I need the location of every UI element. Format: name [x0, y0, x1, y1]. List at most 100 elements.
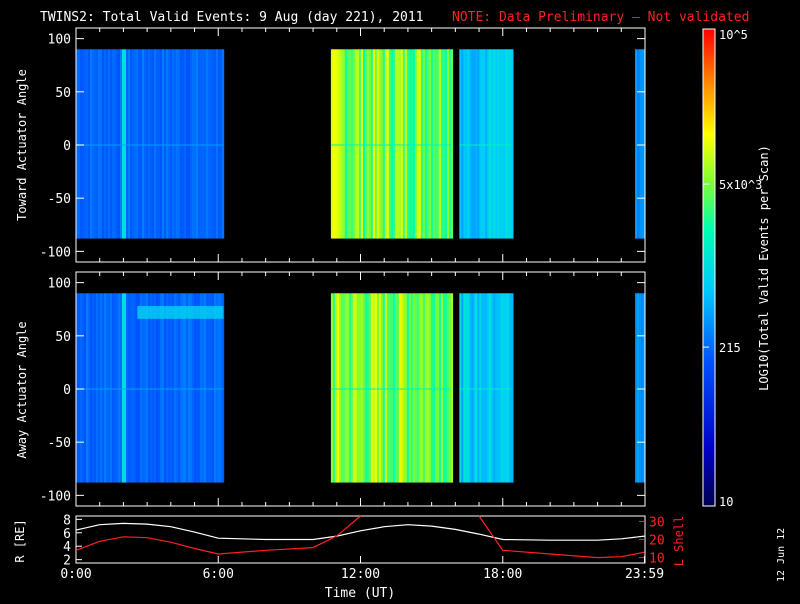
radius-line	[75, 522, 645, 541]
heatmap-column	[420, 49, 424, 239]
heatmap-column	[152, 293, 155, 483]
heatmap-column	[200, 49, 203, 239]
heatmap-column	[400, 49, 404, 239]
heatmap-column	[132, 49, 135, 239]
heatmap-column	[438, 293, 442, 483]
heatmap-column	[483, 49, 486, 239]
heatmap-column	[94, 49, 97, 239]
heatmap-column	[166, 49, 169, 239]
heatmap-column	[192, 293, 195, 483]
heatmap-column	[342, 293, 346, 483]
heatmap-column	[406, 293, 410, 483]
heatmap-column	[164, 293, 167, 483]
heatmap-column	[166, 293, 169, 483]
heatmap-column	[499, 49, 502, 239]
heatmap-column	[459, 49, 462, 239]
heatmap-column	[356, 293, 360, 483]
heatmap-column	[106, 293, 109, 483]
heatmap-column	[448, 49, 452, 239]
heatmap-column	[440, 49, 444, 239]
heatmap-column	[100, 49, 103, 239]
heatmap-column	[509, 293, 512, 483]
heatmap-column	[188, 293, 191, 483]
heatmap-column	[374, 293, 378, 483]
orbit-frame	[75, 515, 646, 564]
heatmap-column	[172, 293, 175, 483]
colorbar-tick-label: 215	[719, 341, 741, 355]
heatmap-column	[471, 293, 474, 483]
heatmap-column	[495, 293, 498, 483]
heatmap-column	[134, 293, 137, 483]
heatmap-column	[92, 293, 95, 483]
time-xlabel: Time (UT)	[325, 586, 395, 600]
heatmap-column	[178, 49, 181, 239]
colorbar-tick-label: 10	[719, 495, 733, 509]
heatmap-column	[487, 49, 490, 239]
heatmap-column	[434, 49, 438, 239]
heatmap-column	[198, 49, 201, 239]
heatmap-column	[336, 49, 340, 239]
heatmap-column	[372, 293, 376, 483]
colorbar-gradient	[702, 28, 716, 507]
away-angle-panel: 100 50 0 -50 -100	[40, 271, 646, 507]
heatmap-column	[497, 49, 500, 239]
heatmap-column	[364, 293, 368, 483]
heatmap-column	[98, 293, 101, 483]
heatmap-column	[392, 49, 396, 239]
heatmap-column	[360, 293, 364, 483]
heatmap-column	[344, 49, 348, 239]
heatmap-column	[220, 293, 223, 483]
heatmap-column	[479, 49, 482, 239]
heatmap-column	[392, 293, 396, 483]
heatmap-column	[511, 49, 514, 239]
heatmap-column	[348, 49, 352, 239]
zero-angle-band	[459, 388, 512, 390]
heatmap-column	[136, 49, 139, 239]
heatmap-column	[388, 293, 392, 483]
heatmap-column	[473, 293, 476, 483]
heatmap-column	[176, 49, 179, 239]
heatmap-column	[430, 293, 434, 483]
lshell-ylabel: L Shell	[672, 516, 686, 567]
heatmap-column	[641, 293, 644, 483]
heatmap-column	[360, 49, 364, 239]
left-y-tick-label: 6	[63, 527, 71, 542]
heatmap-column	[368, 293, 372, 483]
heatmap-column	[140, 293, 143, 483]
data-block	[76, 49, 225, 239]
right-y-tick-label: 10	[649, 552, 665, 567]
heatmap-column	[94, 293, 97, 483]
heatmap-column	[440, 293, 444, 483]
heatmap-column	[102, 293, 105, 483]
heatmap-column	[432, 293, 436, 483]
zero-angle-band	[330, 388, 452, 390]
heatmap-column	[412, 49, 416, 239]
heatmap-column	[505, 49, 508, 239]
heatmap-column	[168, 293, 171, 483]
heatmap-column	[635, 293, 638, 483]
colorbar-ticks: 10 215 5x10^3 10^5	[703, 28, 762, 509]
heatmap-column	[501, 293, 504, 483]
heatmap-column	[206, 49, 209, 239]
heatmap-column	[446, 49, 450, 239]
heatmap-column	[90, 49, 93, 239]
heatmap-column	[418, 293, 422, 483]
heatmap-column	[356, 49, 360, 239]
heatmap-column	[469, 49, 472, 239]
heatmap-column	[160, 49, 163, 239]
heatmap-column	[382, 293, 386, 483]
upper-angle-band	[137, 306, 224, 319]
heatmap-column	[332, 293, 336, 483]
heatmap-column	[180, 293, 183, 483]
preliminary-note: NOTE: Data Preliminary — Not validated	[452, 10, 749, 25]
heatmap-column	[446, 293, 450, 483]
colorbar-label: LOG10(Total Valid Events per Scan)	[757, 145, 771, 391]
heatmap-column	[432, 49, 436, 239]
heatmap-column	[511, 293, 514, 483]
heatmap-column	[82, 293, 85, 483]
heatmap-column	[406, 49, 410, 239]
heatmap-column	[404, 49, 408, 239]
right-y-tick-label: 30	[649, 515, 665, 530]
heatmap-column	[222, 49, 225, 239]
heatmap-column	[499, 293, 502, 483]
